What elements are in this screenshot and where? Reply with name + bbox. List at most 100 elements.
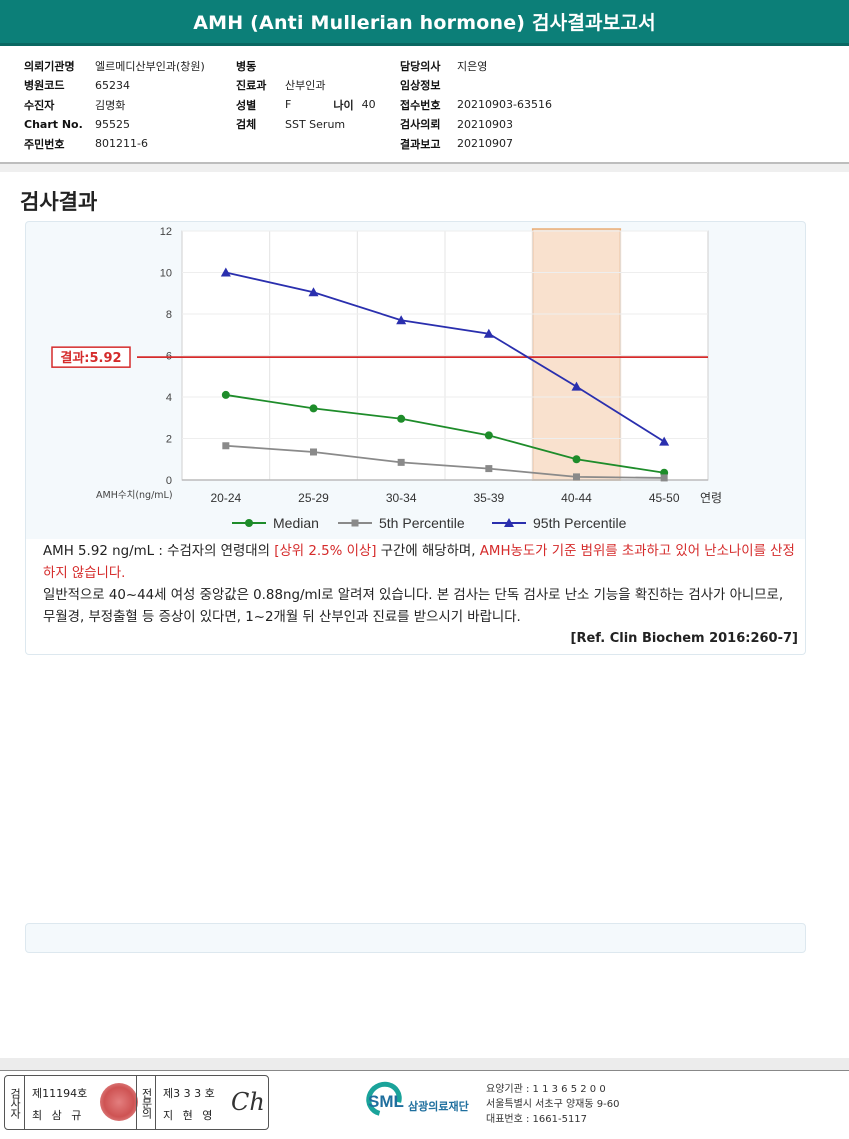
x-tick-label: 45-50 [649, 491, 680, 505]
info-label: 병동 [236, 59, 257, 73]
y-tick-label: 4 [166, 392, 172, 404]
info-column-1: 의뢰기관명 엘르메디산부인과(창원) 병원코드 65234 수진자 김명화 Chart… [24, 56, 205, 154]
data-point [309, 404, 318, 413]
org-name: 삼광의료재단 [408, 1100, 469, 1113]
empty-comment-box [25, 923, 806, 953]
info-label: 검사의뢰 [400, 118, 441, 132]
examiner-label: 검사자 [5, 1076, 25, 1129]
series-5th-percentile [222, 442, 668, 482]
info-value: SST Serum [285, 117, 346, 131]
legend-item: 95th Percentile [492, 515, 627, 531]
info-label: 수진자 [24, 98, 55, 112]
info-label: 접수번호 [400, 98, 441, 112]
info-value: 지은영 [457, 59, 488, 73]
series-line [225, 271, 665, 443]
org-phone: 대표번호 : 1661-5117 [486, 1114, 588, 1125]
data-point [572, 455, 581, 464]
info-value: 20210907 [457, 137, 513, 151]
examiner-name: 최 삼 규 [32, 1109, 85, 1122]
info-value: 김명화 [95, 98, 126, 112]
warning-text: AMH농도가 기준 범위를 초과하고 있어 난소나이를 산정하지 않습니다. [43, 544, 795, 581]
footer-divider [0, 1070, 849, 1071]
info-row: 진료과 산부인과 [236, 76, 376, 96]
amh-chart: 02468101220-2425-2930-3435-3940-4445-50연… [51, 226, 722, 531]
info-row: 담당의사 지은영 [400, 56, 552, 76]
data-point [222, 442, 230, 450]
y-axis-label: AMH수치(ng/mL) [96, 489, 173, 501]
specialist-name: 지 현 영 [163, 1109, 216, 1122]
series-median [221, 390, 669, 477]
series-line [225, 394, 665, 474]
x-tick-label: 40-44 [561, 491, 592, 505]
data-point [397, 414, 406, 423]
description-paragraph-2: 일반적으로 40~44세 여성 중앙값은 0.88ng/ml로 알려져 있습니다… [43, 588, 784, 625]
data-point [396, 315, 407, 325]
x-tick-label: 25-29 [298, 491, 329, 505]
org-contact: 요양기관 : 1 1 3 6 5 2 0 0 서울특별시 서초구 양재동 9-6… [486, 1082, 619, 1127]
seal-stamp-icon [100, 1083, 138, 1121]
x-tick-label: 20-24 [210, 491, 241, 505]
info-value: F [285, 98, 292, 112]
data-point [351, 519, 359, 527]
data-point [310, 448, 317, 456]
data-point [485, 465, 493, 473]
legend-label: Median [273, 515, 319, 531]
info-label: 담당의사 [400, 59, 441, 73]
legend-item: 5th Percentile [338, 515, 465, 531]
x-tick-label: 35-39 [473, 491, 504, 505]
reference: [Ref. Clin Biochem 2016:260-7] [570, 631, 798, 646]
specialist-label: 전문의 [136, 1076, 156, 1129]
specialist-number: 제3 3 3 호 [163, 1087, 215, 1100]
info-label: 검체 [236, 118, 257, 132]
info-row: 주민번호 801211-6 [24, 134, 205, 154]
info-value: 산부인과 [285, 79, 326, 93]
series-line [225, 444, 665, 479]
info-label: 의뢰기관명 [24, 59, 75, 73]
info-row: 임상정보 [400, 76, 552, 96]
info-value: 801211-6 [95, 137, 148, 151]
y-tick-label: 0 [166, 475, 172, 487]
data-point [504, 518, 514, 527]
legend-item: Median [232, 515, 319, 531]
data-point [308, 287, 319, 297]
data-point [571, 381, 582, 391]
info-label: Chart No. [24, 117, 83, 131]
result-description: AMH 5.92 ng/mL : 수검자의 연령대의 [상위 2.5% 이상] … [25, 539, 806, 655]
description-paragraph-1: AMH 5.92 ng/mL : 수검자의 연령대의 [상위 2.5% 이상] … [43, 541, 799, 585]
info-row: 병동 [236, 56, 376, 76]
info-label: 성별 [236, 98, 257, 112]
signature-icon: Ch [231, 1088, 265, 1116]
examiner-number: 제11194호 [32, 1087, 88, 1100]
result-label-box [51, 346, 131, 368]
info-row: 검체 SST Serum [236, 115, 376, 135]
report-title: AMH (Anti Mullerian hormone) 검사결과보고서 [0, 0, 849, 46]
legend-label: 95th Percentile [533, 515, 627, 531]
age-label: 나이 [333, 98, 354, 112]
data-point [573, 473, 580, 481]
result-label: 결과:5.92 [60, 350, 121, 366]
x-tick-label: 30-34 [386, 491, 417, 505]
data-point [660, 474, 668, 482]
y-tick-label: 10 [160, 268, 172, 280]
info-label: 병원코드 [24, 79, 65, 93]
x-axis-label: 연령 [700, 491, 722, 505]
info-label: 주민번호 [24, 137, 65, 151]
data-point [220, 267, 231, 277]
description-text: 구간에 해당하며, [376, 544, 480, 559]
divider-shade [0, 164, 849, 172]
percentile-highlight: [상위 2.5% 이상] [274, 544, 377, 559]
description-text: AMH 5.92 ng/mL : 수검자의 연령대의 [43, 544, 275, 559]
section-title: 검사결과 [20, 190, 98, 214]
legend-label: 5th Percentile [379, 515, 465, 531]
logo-text: SML [368, 1092, 404, 1111]
data-point [484, 431, 493, 440]
data-point [659, 436, 670, 446]
info-label: 임상정보 [400, 79, 441, 93]
org-code: 요양기관 : 1 1 3 6 5 2 0 0 [486, 1084, 606, 1095]
info-row: Chart No. 95525 [24, 115, 205, 135]
y-tick-label: 8 [166, 309, 172, 321]
y-tick-label: 12 [160, 226, 172, 238]
y-tick-label: 2 [166, 434, 172, 446]
age-value: 40 [361, 98, 376, 112]
info-column-3: 담당의사 지은영 임상정보 접수번호 20210903-63516 검사의뢰 2021… [400, 56, 552, 154]
